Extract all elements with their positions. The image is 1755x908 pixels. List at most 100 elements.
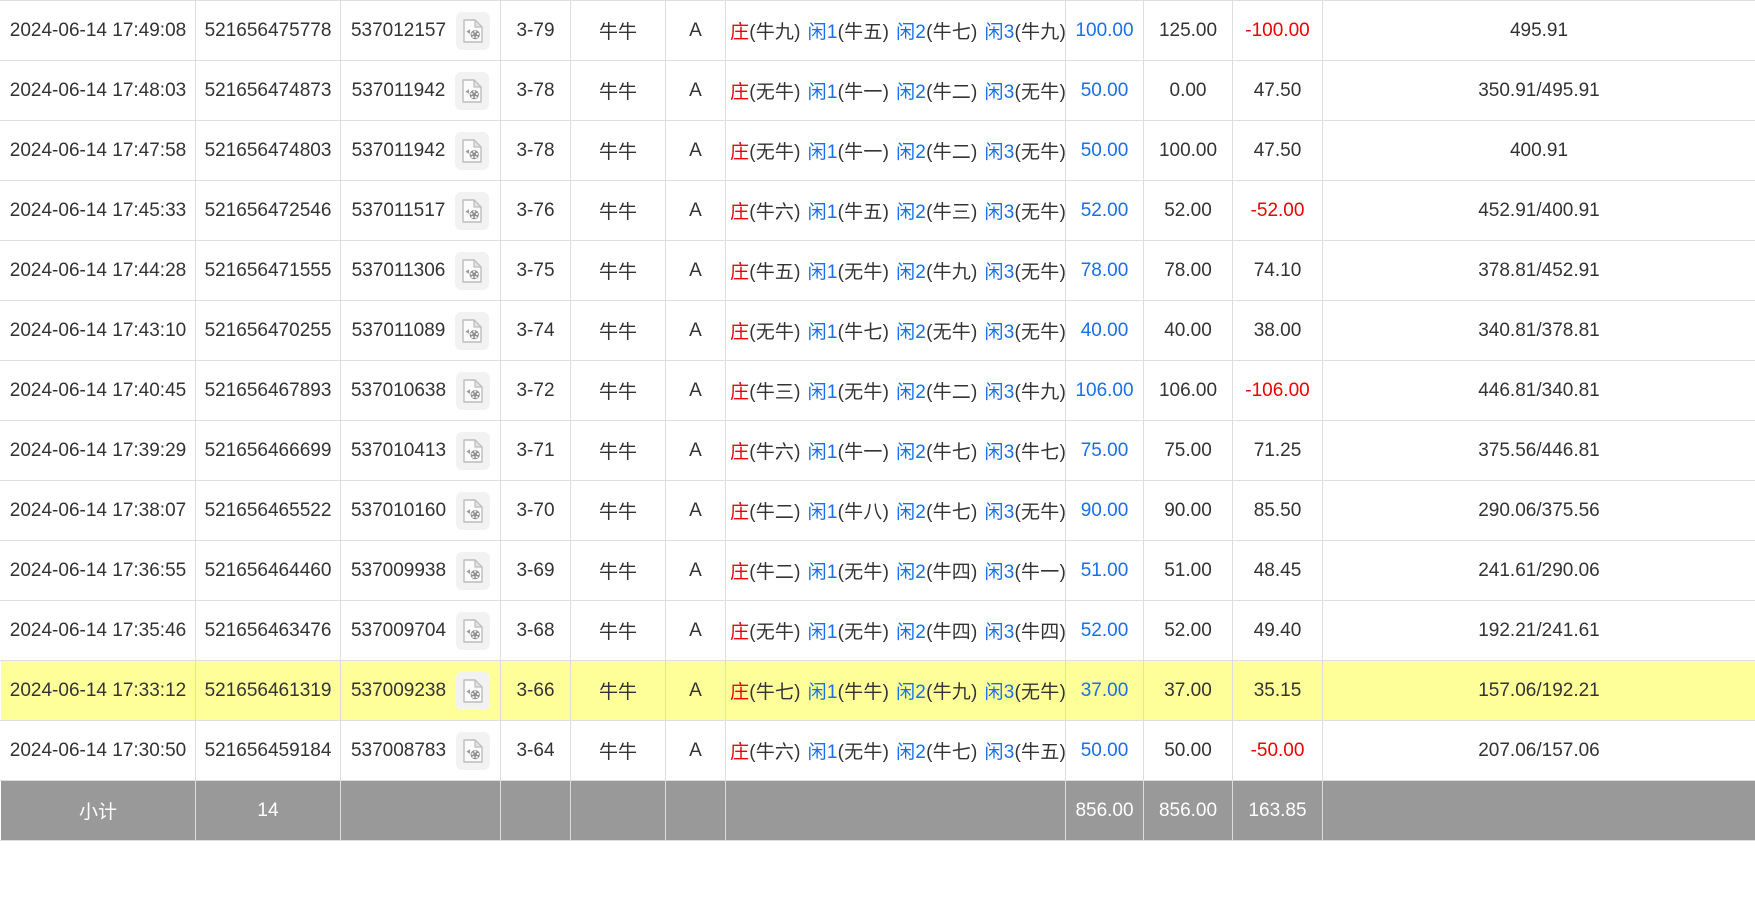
cell-payout-amount: -52.00 [1232, 180, 1323, 241]
table-row[interactable]: 2024-06-14 17:48:03 521656474873 537011942… [0, 60, 1755, 121]
table-row[interactable]: 2024-06-14 17:38:07 521656465522 537010160… [0, 480, 1755, 541]
card-result-value: (牛二) [749, 502, 801, 523]
cell-game-no: 537011089 [340, 300, 501, 361]
cell-balance: 241.61/290.06 [1322, 540, 1755, 601]
bet-detail-segment: 闲1(无牛) [808, 382, 889, 403]
footer-label: 小计 [0, 780, 196, 841]
cell-bet-amount: 50.00 [1065, 60, 1144, 121]
cell-table: A [665, 420, 726, 481]
table-row[interactable]: 2024-06-14 17:39:29 521656466699 537010413… [0, 420, 1755, 481]
bet-detail-segment: 闲3(牛五) [985, 742, 1065, 763]
card-result-value: (牛二) [749, 562, 801, 583]
player-label: 闲1 [807, 22, 838, 43]
table-row[interactable]: 2024-06-14 17:30:50 521656459184 537008783… [0, 720, 1755, 781]
bet-detail-segment: 庄(无牛) [730, 82, 801, 103]
player-label: 闲3 [984, 562, 1015, 583]
cell-time: 2024-06-14 17:36:55 [0, 540, 196, 601]
cell-valid-amount: 125.00 [1143, 0, 1233, 61]
video-replay-icon[interactable] [456, 731, 491, 770]
cell-game-no: 537008783 [340, 720, 501, 781]
bet-detail-segment: 闲3(牛九) [985, 382, 1065, 403]
video-replay-icon[interactable] [456, 371, 491, 410]
banker-label: 庄 [730, 262, 750, 283]
player-label: 闲2 [896, 442, 927, 463]
bet-detail-segment: 闲3(无牛) [985, 262, 1066, 283]
video-replay-icon[interactable] [456, 551, 491, 590]
table-row[interactable]: 2024-06-14 17:33:12 521656461319 537009238… [0, 660, 1755, 721]
cell-time: 2024-06-14 17:30:50 [0, 720, 196, 781]
table-body: 2024-06-14 17:49:08 521656475778 537012157… [0, 0, 1755, 841]
banker-label: 庄 [730, 382, 750, 403]
player-label: 闲2 [896, 22, 927, 43]
cell-order-no: 521656470255 [195, 300, 341, 361]
game-no-text: 537011306 [351, 259, 446, 281]
bet-detail-segment: 闲2(牛九) [896, 682, 977, 703]
cell-bet-detail: 庄(牛六) 闲1(牛五) 闲2(牛三) 闲3(无牛) [725, 180, 1066, 241]
bet-detail-segment: 闲2(牛三) [896, 202, 977, 223]
card-result-value: (牛四) [926, 562, 978, 583]
cell-payout-amount: 74.10 [1232, 240, 1323, 301]
bet-detail-segment: 庄(牛五) [730, 262, 801, 283]
banker-label: 庄 [730, 22, 750, 43]
table-row[interactable]: 2024-06-14 17:47:58 521656474803 537011942… [0, 120, 1755, 181]
video-replay-icon[interactable] [455, 71, 490, 110]
table-row[interactable]: 2024-06-14 17:49:08 521656475778 537012157… [0, 0, 1755, 61]
cell-bet-amount: 90.00 [1065, 480, 1144, 541]
video-replay-icon[interactable] [455, 251, 490, 290]
table-row[interactable]: 2024-06-14 17:36:55 521656464460 537009938… [0, 540, 1755, 601]
cell-table: A [665, 660, 726, 721]
cell-balance: 400.91 [1322, 120, 1755, 181]
card-result-value: (牛五) [837, 202, 890, 223]
cell-game-no: 537011942 [340, 60, 501, 121]
bet-detail-segment: 闲3(无牛) [985, 82, 1066, 103]
cell-balance: 446.81/340.81 [1322, 360, 1755, 421]
cell-game-name: 牛牛 [570, 720, 666, 781]
cell-game-no: 537012157 [340, 0, 501, 61]
cell-valid-amount: 52.00 [1143, 180, 1233, 241]
table-row[interactable]: 2024-06-14 17:44:28 521656471555 537011306… [0, 240, 1755, 301]
video-replay-icon[interactable] [455, 131, 490, 170]
player-label: 闲3 [984, 322, 1015, 343]
table-row[interactable]: 2024-06-14 17:43:10 521656470255 537011089… [0, 300, 1755, 361]
player-label: 闲1 [807, 682, 838, 703]
cell-balance: 452.91/400.91 [1322, 180, 1755, 241]
card-result-value: (无牛) [1014, 262, 1066, 283]
video-replay-icon[interactable] [455, 311, 490, 350]
player-label: 闲1 [807, 562, 838, 583]
cell-table: A [665, 540, 726, 601]
footer-balance [1322, 780, 1755, 841]
card-result-value: (无牛) [837, 622, 890, 643]
cell-order-no: 521656472546 [195, 180, 341, 241]
player-label: 闲1 [807, 322, 838, 343]
footer-count: 14 [195, 780, 341, 841]
video-replay-icon[interactable] [455, 191, 490, 230]
cell-valid-amount: 52.00 [1143, 600, 1233, 661]
cell-round: 3-79 [500, 0, 571, 61]
video-replay-icon[interactable] [456, 491, 491, 530]
bet-detail-segment: 闲1(牛一) [808, 142, 889, 163]
table-row[interactable]: 2024-06-14 17:40:45 521656467893 537010638… [0, 360, 1755, 421]
player-label: 闲3 [984, 502, 1015, 523]
video-replay-icon[interactable] [456, 611, 491, 650]
game-no-text: 537011089 [351, 319, 446, 341]
table-row[interactable]: 2024-06-14 17:45:33 521656472546 537011517… [0, 180, 1755, 241]
cell-bet-detail: 庄(牛六) 闲1(牛一) 闲2(牛七) 闲3(牛七) [725, 420, 1066, 481]
card-result-value: (无牛) [1014, 82, 1066, 103]
cell-order-no: 521656474873 [195, 60, 341, 121]
video-replay-icon[interactable] [456, 671, 491, 710]
cell-bet-amount: 50.00 [1065, 120, 1144, 181]
card-result-value: (牛六) [749, 742, 801, 763]
cell-bet-detail: 庄(无牛) 闲1(牛七) 闲2(无牛) 闲3(无牛) [725, 300, 1066, 361]
table-row[interactable]: 2024-06-14 17:35:46 521656463476 537009704… [0, 600, 1755, 661]
card-result-value: (牛六) [749, 442, 801, 463]
game-no-text: 537011942 [351, 139, 446, 161]
card-result-value: (牛二) [926, 82, 978, 103]
card-result-value: (无牛) [1014, 202, 1066, 223]
card-result-value: (牛二) [926, 382, 978, 403]
video-replay-icon[interactable] [456, 11, 491, 50]
bet-detail-segment: 闲2(牛七) [896, 502, 977, 523]
cell-bet-detail: 庄(牛二) 闲1(牛八) 闲2(牛七) 闲3(无牛) [725, 480, 1066, 541]
player-label: 闲2 [896, 142, 927, 163]
video-replay-icon[interactable] [456, 431, 491, 470]
cell-payout-amount: -50.00 [1232, 720, 1323, 781]
